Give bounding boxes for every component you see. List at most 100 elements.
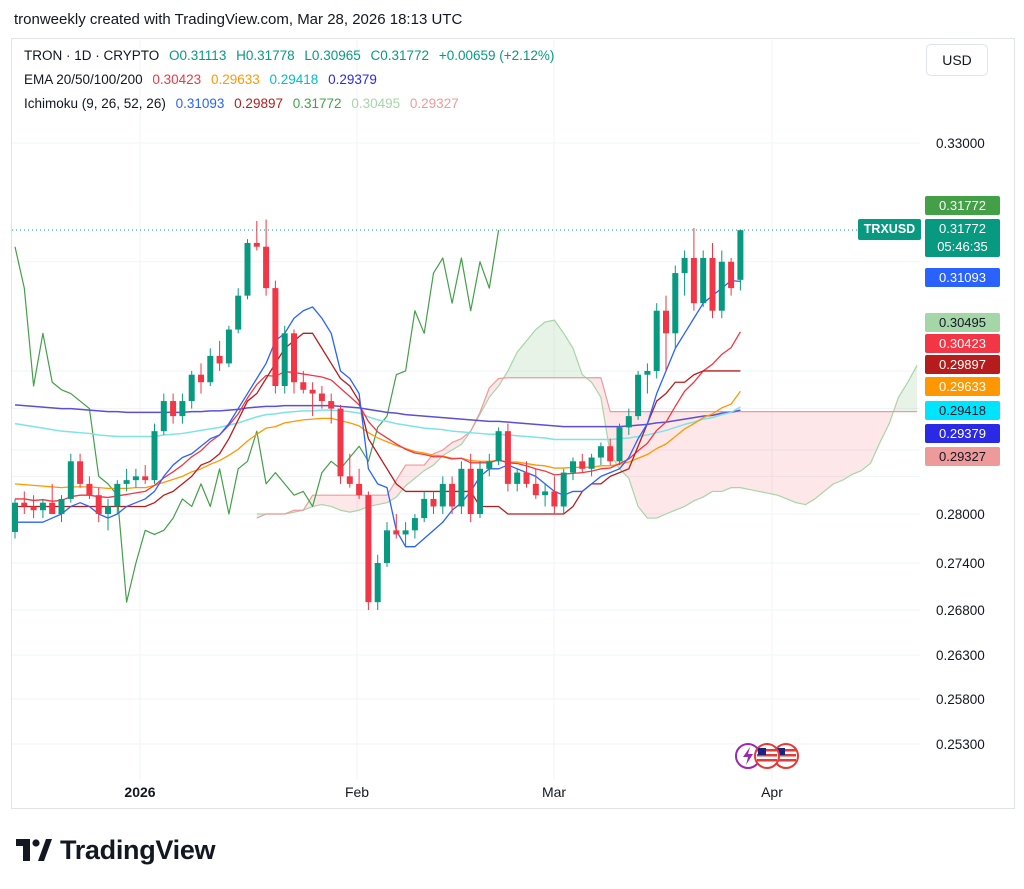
candle <box>690 228 697 311</box>
candle-body <box>653 310 660 371</box>
price-badge: 0.29897 <box>925 355 1000 374</box>
currency-button[interactable]: USD <box>926 44 988 76</box>
cloud-segment <box>833 411 843 484</box>
candle <box>458 461 465 514</box>
candle <box>67 453 74 503</box>
candle-body <box>49 502 56 514</box>
ichimoku-conversion-line <box>15 279 741 548</box>
candle-body <box>551 491 558 507</box>
grid-lines <box>12 40 920 780</box>
cloud-segment <box>666 411 676 514</box>
candle-body <box>467 468 474 514</box>
candle-body <box>142 476 149 481</box>
candle-body <box>39 502 46 511</box>
candle-body <box>114 483 121 507</box>
candle <box>700 250 707 307</box>
cloud-segment <box>721 411 732 492</box>
candle-body <box>495 431 502 462</box>
legend-high: H0.31778 <box>236 48 295 63</box>
candle-body <box>607 446 614 462</box>
candle <box>21 491 28 514</box>
chart-caption: tronweekly created with TradingView.com,… <box>14 11 463 28</box>
cloud-segment <box>535 322 546 378</box>
cloud-segment <box>768 411 778 496</box>
candle-body <box>486 461 493 469</box>
candle <box>635 370 642 420</box>
candle <box>579 453 586 473</box>
candles <box>12 219 744 610</box>
candle-body <box>272 288 279 387</box>
candle-body <box>728 261 735 289</box>
candle-body <box>300 382 307 390</box>
chart-frame[interactable] <box>11 38 1015 809</box>
candle-body <box>309 389 316 394</box>
candle-body <box>588 457 595 469</box>
candle-body <box>393 530 400 535</box>
candle-body <box>281 333 288 387</box>
candle <box>281 325 288 394</box>
candle <box>486 453 493 477</box>
candle <box>597 442 604 466</box>
event-flags[interactable] <box>734 740 804 772</box>
legend-low: L0.30965 <box>304 48 361 63</box>
candle <box>77 453 84 488</box>
candle <box>551 476 558 514</box>
candle-body <box>132 476 139 481</box>
candle <box>356 468 363 499</box>
candle-body <box>737 230 744 280</box>
candle-body <box>225 329 232 364</box>
y-tick-label: 0.25300 <box>936 737 985 752</box>
candle-body <box>30 506 37 511</box>
legend-ema200: 0.29379 <box>328 72 377 87</box>
legend-ema20: 0.30423 <box>152 72 202 87</box>
candle <box>374 554 381 610</box>
cloud-segment <box>656 411 666 519</box>
candle-body <box>67 461 74 499</box>
candle <box>449 476 456 514</box>
candle-body <box>523 472 530 484</box>
candle-body <box>663 310 669 334</box>
legend-symbol: TRON · 1D · CRYPTO <box>24 48 160 63</box>
candle-body <box>170 401 177 417</box>
price-badge: 0.31093 <box>925 268 1000 287</box>
candle <box>198 363 204 394</box>
candle-body <box>318 393 325 402</box>
candle-body <box>402 530 409 535</box>
candle <box>207 348 214 387</box>
cloud-segment <box>852 411 862 475</box>
candle-body <box>95 495 102 514</box>
ticker-tag: TRXUSD <box>858 219 921 240</box>
candle <box>105 498 111 531</box>
ichimoku-base-line <box>15 332 741 515</box>
legend-lagging: 0.31772 <box>292 96 342 111</box>
candle <box>402 522 409 547</box>
cloud-segment <box>824 411 834 492</box>
candle-body <box>86 483 93 496</box>
candle-body <box>421 498 428 519</box>
candle <box>467 453 474 523</box>
cloud-segment <box>321 495 332 507</box>
candle-body <box>253 242 260 247</box>
cloud-segment <box>331 495 341 511</box>
us-flag-icon <box>754 743 780 769</box>
candle-body <box>625 416 632 428</box>
cloud-segment <box>507 352 518 378</box>
candle-body <box>244 242 251 296</box>
candle <box>625 408 632 435</box>
candle-body <box>449 483 456 507</box>
candle <box>709 242 716 319</box>
candle-body <box>570 461 576 473</box>
price-badge: 0.29379 <box>925 424 1000 443</box>
cloud-segment <box>703 411 713 498</box>
candle-body <box>198 374 204 383</box>
candle <box>384 522 390 567</box>
legend-ichimoku-row: Ichimoku (9, 26, 52, 26) 0.31093 0.29897… <box>24 96 465 111</box>
candle-body <box>58 498 65 514</box>
candle-body <box>718 261 725 311</box>
candle <box>607 438 614 466</box>
candle <box>95 487 102 523</box>
candle-body <box>597 446 604 458</box>
candle <box>86 476 93 499</box>
candle <box>188 370 195 409</box>
